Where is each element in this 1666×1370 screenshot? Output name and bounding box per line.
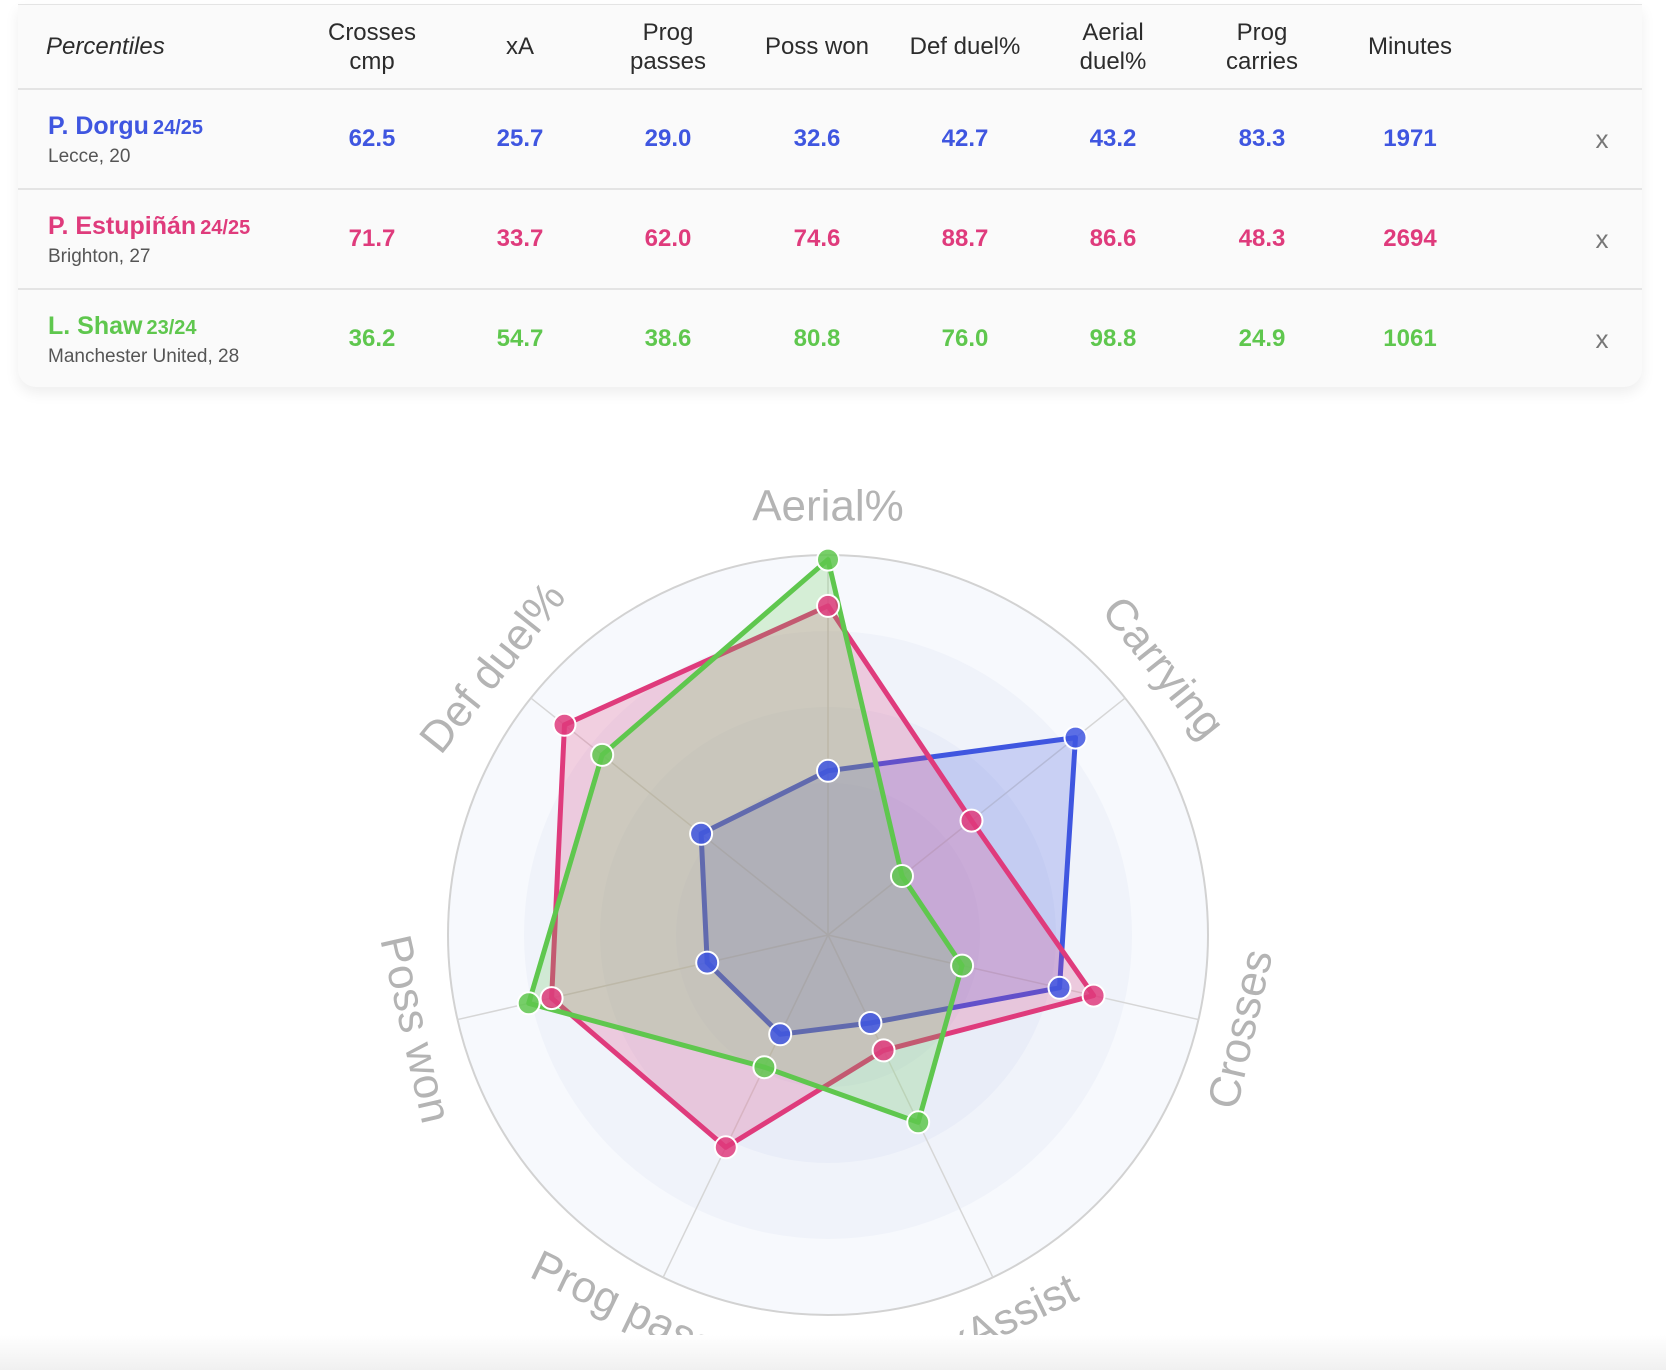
value-aerial-duel: 43.2	[1089, 125, 1137, 152]
value-poss-won: 74.6	[793, 225, 841, 252]
radar-axis-label: Poss won	[370, 931, 460, 1128]
table-row: P. Dorgu 24/25 Lecce, 20 62.5 25.7 29.0 3…	[18, 90, 1642, 190]
player-season: 24/25	[152, 117, 204, 139]
radar-point[interactable]	[539, 986, 564, 1011]
player-season: 23/24	[146, 317, 197, 339]
radar-point[interactable]	[1081, 983, 1106, 1008]
value-prog-carries: 24.9	[1238, 325, 1286, 352]
value-minutes: 1061	[1383, 325, 1437, 352]
radar-axis-label: Aerial%	[752, 482, 904, 531]
value-def-duel: 88.7	[941, 225, 989, 252]
remove-player-button[interactable]: x	[1595, 123, 1609, 154]
radar-series-area	[549, 603, 1097, 1150]
radar-point[interactable]	[816, 593, 840, 618]
value-minutes: 1971	[1383, 125, 1437, 152]
radar-spoke	[662, 934, 829, 1278]
value-def-duel: 42.7	[941, 125, 989, 152]
bottom-fade	[0, 1335, 1666, 1370]
radar-series-area	[526, 557, 965, 1125]
radar-series-area	[698, 735, 1078, 1037]
remove-player-button[interactable]: x	[1595, 223, 1609, 254]
radar-spoke	[827, 934, 1199, 1021]
value-prog-passes: 62.0	[644, 225, 692, 252]
radar-point[interactable]	[890, 864, 914, 888]
player-team: Lecce, 20	[48, 146, 131, 167]
value-minutes: 2694	[1383, 225, 1437, 252]
header-def-duel[interactable]: Def duel%	[909, 33, 1021, 60]
value-def-duel: 76.0	[941, 325, 989, 352]
header-percentiles: Percentiles	[46, 33, 165, 60]
radar-point[interactable]	[1063, 725, 1088, 750]
value-prog-carries: 83.3	[1238, 125, 1286, 152]
value-xa: 33.7	[496, 225, 544, 252]
player-name[interactable]: P. Dorgu 24/25	[48, 112, 204, 140]
header-crosses-cmp[interactable]: Crosses cmp	[327, 18, 417, 75]
radar-point[interactable]	[695, 950, 720, 975]
radar-point[interactable]	[552, 712, 577, 737]
value-xa: 54.7	[496, 325, 544, 352]
value-aerial-duel: 86.6	[1089, 225, 1137, 252]
player-name[interactable]: L. Shaw 23/24	[48, 312, 197, 340]
value-crosses-cmp: 36.2	[348, 325, 396, 352]
radar-spoke	[530, 697, 829, 936]
radar-point[interactable]	[950, 953, 975, 978]
header-prog-carries[interactable]: Prog carries	[1225, 18, 1298, 75]
radar-series-group	[516, 547, 1106, 1160]
value-crosses-cmp: 71.7	[348, 225, 396, 252]
header-xa[interactable]: xA	[505, 33, 534, 60]
radar-point[interactable]	[871, 1038, 896, 1063]
radar-point[interactable]	[590, 742, 615, 767]
value-xa: 25.7	[496, 125, 544, 152]
radar-point[interactable]	[713, 1135, 738, 1160]
radar-point[interactable]	[689, 821, 714, 846]
radar-point[interactable]	[858, 1011, 883, 1035]
value-prog-passes: 29.0	[644, 125, 692, 152]
radar-spoke	[827, 934, 994, 1278]
player-name[interactable]: P. Estupiñán 24/25	[48, 212, 251, 240]
radar-axis-label: Crosses	[1199, 945, 1283, 1113]
table-header: Percentiles Crosses cmp xA Prog passes Pos…	[18, 5, 1642, 90]
player-season: 24/25	[200, 217, 251, 239]
radar-point[interactable]	[816, 758, 840, 783]
table-row: P. Estupiñán 24/25 Brighton, 27 71.7 33.7…	[18, 190, 1642, 290]
value-aerial-duel: 98.8	[1089, 325, 1137, 352]
value-crosses-cmp: 62.5	[348, 125, 396, 152]
value-poss-won: 32.6	[793, 125, 841, 152]
comparison-table: Percentiles Crosses cmp xA Prog passes Pos…	[18, 5, 1642, 387]
header-poss-won[interactable]: Poss won	[764, 33, 870, 60]
player-team: Manchester United, 28	[48, 346, 240, 367]
radar-point[interactable]	[1047, 975, 1072, 1000]
header-minutes[interactable]: Minutes	[1367, 33, 1453, 60]
value-prog-carries: 48.3	[1238, 225, 1286, 252]
radar-point[interactable]	[752, 1055, 777, 1080]
player-team: Brighton, 27	[48, 246, 151, 267]
header-prog-passes[interactable]: Prog passes	[629, 18, 707, 75]
radar-point[interactable]	[959, 808, 984, 833]
top-divider	[18, 4, 1642, 5]
remove-player-button[interactable]: x	[1595, 323, 1609, 354]
radar-point[interactable]	[906, 1110, 931, 1135]
radar-point[interactable]	[768, 1022, 793, 1047]
value-prog-passes: 38.6	[644, 325, 692, 352]
radar-point[interactable]	[816, 547, 840, 572]
value-poss-won: 80.8	[793, 325, 841, 352]
radar-point[interactable]	[516, 991, 541, 1016]
header-aerial-duel[interactable]: Aerial duel%	[1079, 18, 1147, 75]
table-row: L. Shaw 23/24 Manchester United, 28 36.2 …	[18, 290, 1642, 388]
